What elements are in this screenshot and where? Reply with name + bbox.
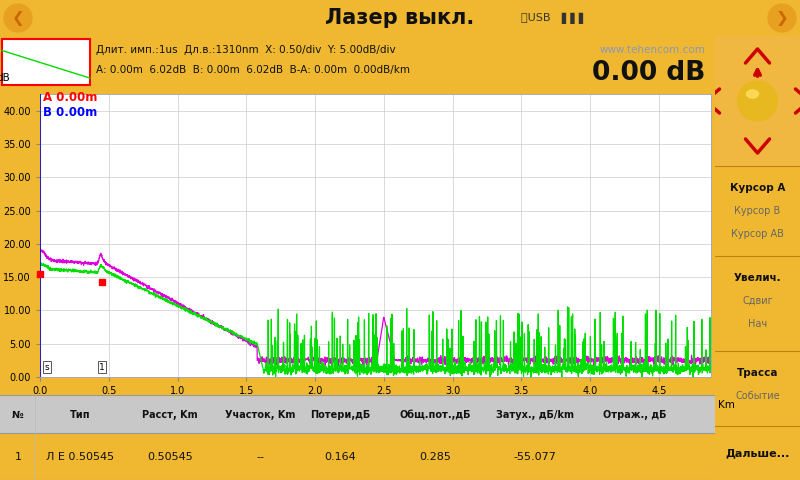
Text: 1: 1 [14,452,22,462]
Text: Сдвиг: Сдвиг [742,296,773,306]
Ellipse shape [746,90,758,98]
Text: Потери,дБ: Потери,дБ [310,409,370,420]
Text: B 0.00m: B 0.00m [42,106,97,119]
Text: ⏚USB  ▐▐▐: ⏚USB ▐▐▐ [521,12,583,24]
Text: Курсор В: Курсор В [734,206,781,216]
Text: A: 0.00m  6.02dB  B: 0.00m  6.02dB  B-A: 0.00m  0.00dB/km: A: 0.00m 6.02dB B: 0.00m 6.02dB B-A: 0.0… [96,65,410,75]
Circle shape [738,81,778,121]
Text: Событие: Событие [735,391,780,401]
Text: Длит. имп.:1us  Дл.в.:1310nm  X: 0.50/div  Y: 5.00dB/div: Длит. имп.:1us Дл.в.:1310nm X: 0.50/div … [96,45,396,55]
FancyBboxPatch shape [715,36,800,166]
Text: ❯: ❯ [776,11,788,25]
Text: 0.00 dB: 0.00 dB [592,60,705,86]
Circle shape [4,4,32,32]
Text: Затух., дБ/km: Затух., дБ/km [496,409,574,420]
Text: 0.164: 0.164 [324,452,356,462]
Text: Дальше...: Дальше... [726,448,790,458]
Circle shape [768,4,796,32]
Text: Курсор А: Курсор А [730,183,785,193]
Text: Трасса: Трасса [737,368,778,378]
Text: --: -- [256,452,264,462]
Text: Увелич.: Увелич. [734,273,782,283]
Text: -55.077: -55.077 [514,452,557,462]
Text: Нач: Нач [748,319,767,329]
Text: www.tehencom.com: www.tehencom.com [599,45,705,55]
Text: Общ.пот.,дБ: Общ.пот.,дБ [399,409,470,420]
Text: №: № [12,409,24,420]
FancyBboxPatch shape [2,39,90,85]
Text: Отраж., дБ: Отраж., дБ [603,409,666,420]
Text: A 0.00m: A 0.00m [42,91,97,104]
Text: 0.285: 0.285 [419,452,451,462]
Text: Лазер выкл.: Лазер выкл. [326,8,474,28]
Text: 1: 1 [99,362,105,372]
Text: ❮: ❮ [12,11,24,25]
Bar [0,395,715,433]
Text: 0.50545: 0.50545 [147,452,193,462]
Text: Л E 0.50545: Л E 0.50545 [46,452,114,462]
Text: s: s [45,362,49,372]
Text: Тип: Тип [70,409,90,420]
Text: Участок, Km: Участок, Km [225,409,295,420]
Text: Курсор АВ: Курсор АВ [731,229,784,239]
Text: Расст, Km: Расст, Km [142,409,198,420]
Text: Km: Km [718,400,734,409]
Text: dB: dB [0,72,10,83]
